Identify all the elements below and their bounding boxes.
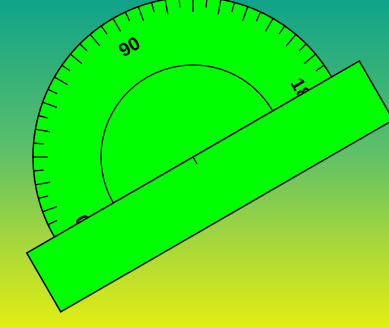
- tick-mark: [178, 0, 181, 8]
- tick-mark: [33, 142, 44, 145]
- tick-mark: [61, 64, 71, 72]
- tick-mark: [150, 2, 155, 13]
- protractor-half-disc: [32, 0, 333, 239]
- tick-mark: [303, 53, 316, 65]
- tick-mark: [285, 34, 297, 47]
- tick-marks: [33, 0, 325, 226]
- tick-mark: [38, 195, 49, 200]
- tick-mark: [42, 101, 57, 109]
- tick-mark: [264, 18, 274, 32]
- tick-mark: [33, 169, 44, 172]
- tick-mark: [70, 53, 83, 65]
- protractor-inner-cutout: [100, 64, 274, 204]
- tick-mark: [255, 11, 262, 22]
- tick-mark: [278, 25, 286, 35]
- tick-mark: [124, 11, 131, 22]
- tick-mark: [217, 0, 222, 15]
- tick-mark: [79, 43, 88, 52]
- tick-mark: [54, 76, 68, 86]
- tick-mark: [315, 64, 325, 72]
- tick-mark: [192, 0, 194, 13]
- tick-mark: [47, 219, 58, 226]
- tick-mark: [112, 18, 122, 32]
- tick-mark: [164, 0, 169, 15]
- tick-mark: [38, 114, 49, 119]
- protractor[interactable]: 090180: [0, 0, 389, 313]
- tick-mark: [35, 128, 51, 133]
- tick-mark: [137, 6, 145, 21]
- tick-mark: [205, 0, 208, 8]
- tick-mark: [47, 88, 58, 95]
- center-mark: [192, 156, 198, 165]
- tick-mark: [89, 34, 101, 47]
- tick-mark: [35, 181, 51, 186]
- tick-mark: [100, 25, 108, 35]
- tick-mark: [298, 43, 307, 52]
- tick-mark: [33, 156, 49, 158]
- tick-mark: [42, 205, 57, 213]
- tick-mark: [241, 6, 249, 21]
- tick-mark: [231, 2, 236, 13]
